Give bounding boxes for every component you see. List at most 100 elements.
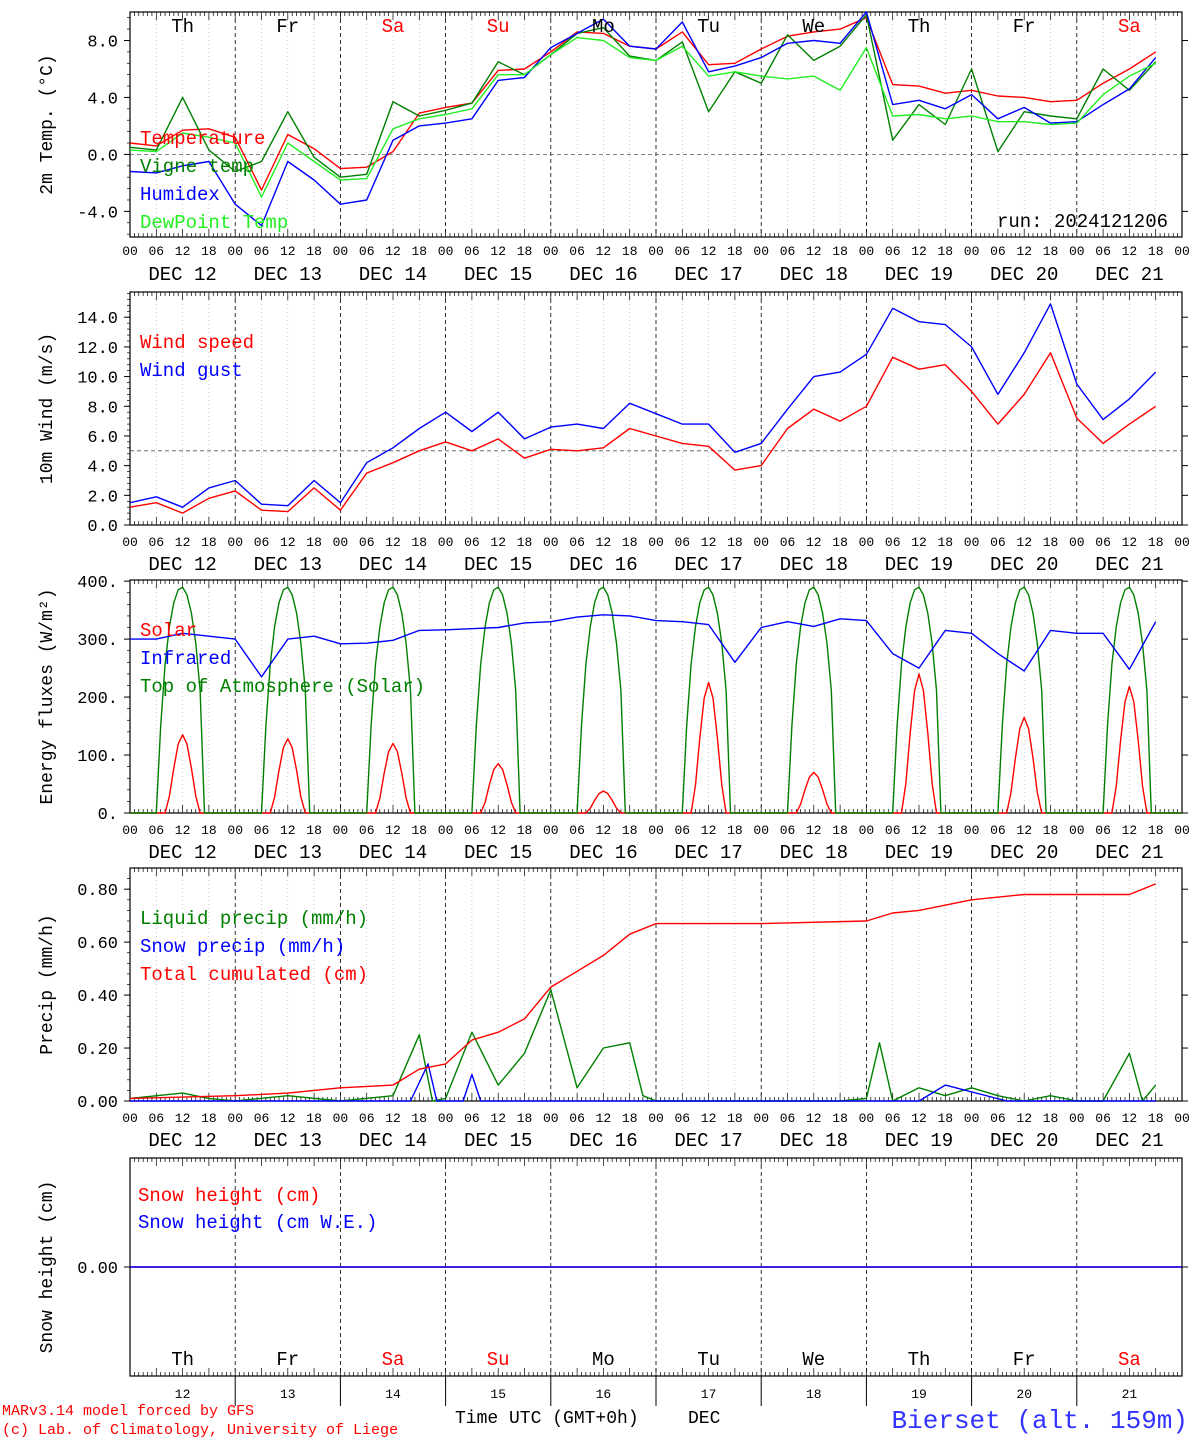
series-line-snow-precip-mm-h-: [130, 1063, 1156, 1102]
hour-tick-label: 12: [490, 823, 506, 838]
y-tick-label: 12.0: [77, 340, 118, 359]
hour-tick-label: 18: [306, 1111, 322, 1126]
legend-entry: Solar: [140, 620, 197, 642]
date-label: DEC 18: [780, 1130, 848, 1152]
date-label: DEC 19: [885, 1130, 953, 1152]
hour-tick-label: 12: [911, 1111, 927, 1126]
y-tick-label: 0.80: [77, 882, 118, 901]
hour-tick-label: 18: [622, 244, 638, 259]
weekday-label: Sa: [382, 16, 405, 38]
day-number-label: 13: [280, 1387, 296, 1402]
hour-tick-label: 18: [201, 244, 217, 259]
y-tick-label: 400.: [77, 574, 118, 593]
y-tick-label: 100.: [77, 748, 118, 767]
hour-tick-label: 18: [832, 823, 848, 838]
series-line-total-cumulated-cm-: [129, 883, 1156, 1100]
hour-tick-label: 06: [674, 1111, 690, 1126]
date-label: DEC 16: [569, 1130, 637, 1152]
hour-tick-label: 12: [701, 535, 717, 550]
hour-tick-label: 06: [1095, 535, 1111, 550]
hour-tick-label: 18: [517, 244, 533, 259]
hour-tick-label: 00: [333, 823, 349, 838]
day-number-label: 17: [701, 1387, 717, 1402]
hour-tick-label: 06: [885, 535, 901, 550]
hour-tick-label: 00: [122, 1111, 138, 1126]
y-tick-label: -4.0: [77, 204, 118, 223]
series-line-top-of-atmosphere-solar-: [130, 586, 1182, 814]
series-line-vigne-temp: [129, 14, 1157, 178]
series-line-wind-gust: [129, 303, 1157, 508]
hour-tick-label: 18: [622, 535, 638, 550]
hour-tick-label: 06: [148, 1111, 164, 1126]
hour-tick-label: 12: [385, 244, 401, 259]
legend-entry: Vigne temp: [140, 156, 254, 178]
hour-tick-label: 00: [648, 244, 664, 259]
hour-tick-label: 00: [543, 823, 559, 838]
date-label: DEC 19: [885, 264, 953, 286]
hour-tick-label: 12: [490, 1111, 506, 1126]
y-tick-label: 200.: [77, 690, 118, 709]
hour-tick-label: 00: [964, 535, 980, 550]
hour-tick-label: 00: [543, 1111, 559, 1126]
hour-tick-label: 12: [1122, 535, 1138, 550]
y-axis-title: Snow height (cm): [38, 1181, 58, 1354]
weekday-label: Th: [171, 16, 194, 38]
y-tick-label: 0.60: [77, 935, 118, 954]
hour-tick-label: 06: [885, 244, 901, 259]
weekday-label: Fr: [1013, 1349, 1036, 1371]
hour-tick-label: 18: [727, 823, 743, 838]
hour-tick-label: 00: [333, 535, 349, 550]
hour-tick-label: 12: [806, 535, 822, 550]
date-label: DEC 17: [674, 554, 742, 576]
hour-tick-label: 18: [306, 823, 322, 838]
date-label: DEC 21: [1095, 264, 1163, 286]
date-label: DEC 20: [990, 1130, 1058, 1152]
hour-tick-label: 12: [280, 535, 296, 550]
weekday-label: Sa: [1118, 16, 1141, 38]
y-tick-label: 0.0: [87, 147, 118, 166]
weekday-label: Sa: [382, 1349, 405, 1371]
date-label: DEC 12: [148, 842, 216, 864]
lab-credit: (c) Lab. of Climatology, University of L…: [2, 1422, 398, 1439]
day-number-label: 15: [490, 1387, 506, 1402]
weekday-label: We: [802, 1349, 825, 1371]
hour-tick-label: 00: [859, 244, 875, 259]
date-label: DEC 19: [885, 842, 953, 864]
hour-tick-label: 18: [306, 244, 322, 259]
date-label: DEC 18: [780, 554, 848, 576]
hour-tick-label: 00: [227, 535, 243, 550]
weekday-label: Th: [908, 16, 931, 38]
hour-tick-label: 12: [385, 823, 401, 838]
hour-tick-label: 18: [937, 244, 953, 259]
hour-tick-label: 00: [859, 823, 875, 838]
hour-tick-label: 00: [1069, 823, 1085, 838]
hour-tick-label: 12: [806, 244, 822, 259]
hour-tick-label: 18: [1148, 244, 1164, 259]
hour-tick-label: 12: [1122, 244, 1138, 259]
y-tick-label: 0.40: [77, 988, 118, 1007]
hour-tick-label: 00: [543, 244, 559, 259]
station-label: Bierset (alt. 159m): [892, 1406, 1188, 1436]
date-label: DEC 16: [569, 554, 637, 576]
hour-tick-label: 12: [385, 1111, 401, 1126]
hour-tick-label: 18: [1043, 244, 1059, 259]
legend-entry: Humidex: [140, 184, 220, 206]
hour-tick-label: 12: [175, 535, 191, 550]
hour-tick-label: 18: [937, 535, 953, 550]
y-tick-label: 4.0: [87, 90, 118, 109]
date-label: DEC 13: [254, 1130, 322, 1152]
y-axis-title: Precip (mm/h): [38, 914, 58, 1054]
x-axis-month: DEC: [688, 1409, 721, 1429]
legend-entry: Top of Atmosphere (Solar): [140, 676, 425, 698]
weekday-label: Fr: [276, 1349, 299, 1371]
hour-tick-label: 12: [175, 244, 191, 259]
hour-tick-label: 12: [596, 823, 612, 838]
hour-tick-label: 12: [596, 535, 612, 550]
hour-tick-label: 00: [648, 1111, 664, 1126]
run-label: run: 2024121206: [997, 211, 1168, 233]
hour-tick-label: 06: [148, 535, 164, 550]
hour-tick-label: 12: [490, 244, 506, 259]
weekday-label: Sa: [1118, 1349, 1141, 1371]
date-label: DEC 15: [464, 1130, 532, 1152]
series-line-dewpoint-temp: [129, 36, 1157, 198]
